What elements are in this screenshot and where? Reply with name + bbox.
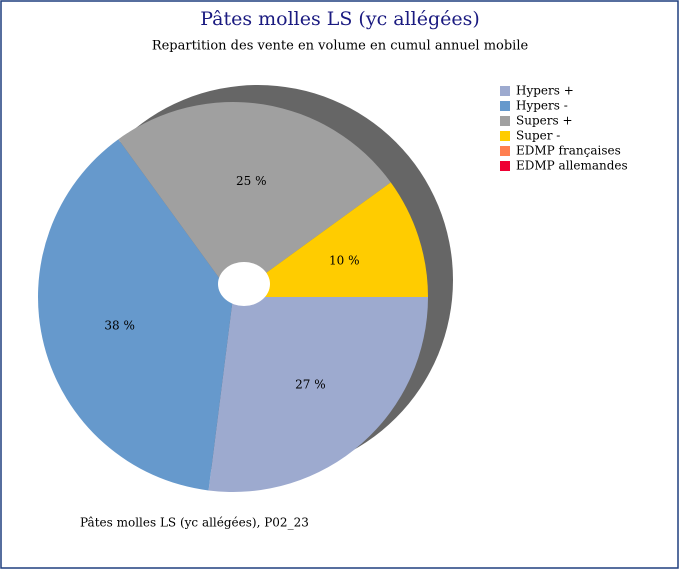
legend-swatch xyxy=(500,146,510,156)
legend-label: Supers + xyxy=(516,114,573,128)
data-label: 38 % xyxy=(104,319,135,333)
data-label: 25 % xyxy=(236,174,267,188)
legend-label: Hypers + xyxy=(516,84,574,98)
legend-label: Super - xyxy=(516,129,560,143)
legend-swatch xyxy=(500,116,510,126)
chart-subtitle: Repartition des vente en volume en cumul… xyxy=(152,39,529,54)
legend-label: EDMP françaises xyxy=(516,144,621,158)
chart-title: Pâtes molles LS (yc allégées) xyxy=(200,8,480,30)
pie-slice xyxy=(118,101,391,297)
legend-label: EDMP allemandes xyxy=(516,159,628,173)
footnote: Pâtes molles LS (yc allégées), P02_23 xyxy=(80,516,309,530)
data-label: 27 % xyxy=(295,377,326,391)
pie-slice xyxy=(233,182,428,297)
legend-swatch xyxy=(500,131,510,141)
legend-swatch xyxy=(500,161,510,171)
pie-slice xyxy=(37,139,234,491)
data-label: 10 % xyxy=(329,253,360,267)
pie-hole xyxy=(218,262,270,306)
legend-label: Hypers - xyxy=(516,99,568,113)
legend-swatch xyxy=(500,86,510,96)
legend-swatch xyxy=(500,101,510,111)
pie-slice xyxy=(208,297,428,492)
